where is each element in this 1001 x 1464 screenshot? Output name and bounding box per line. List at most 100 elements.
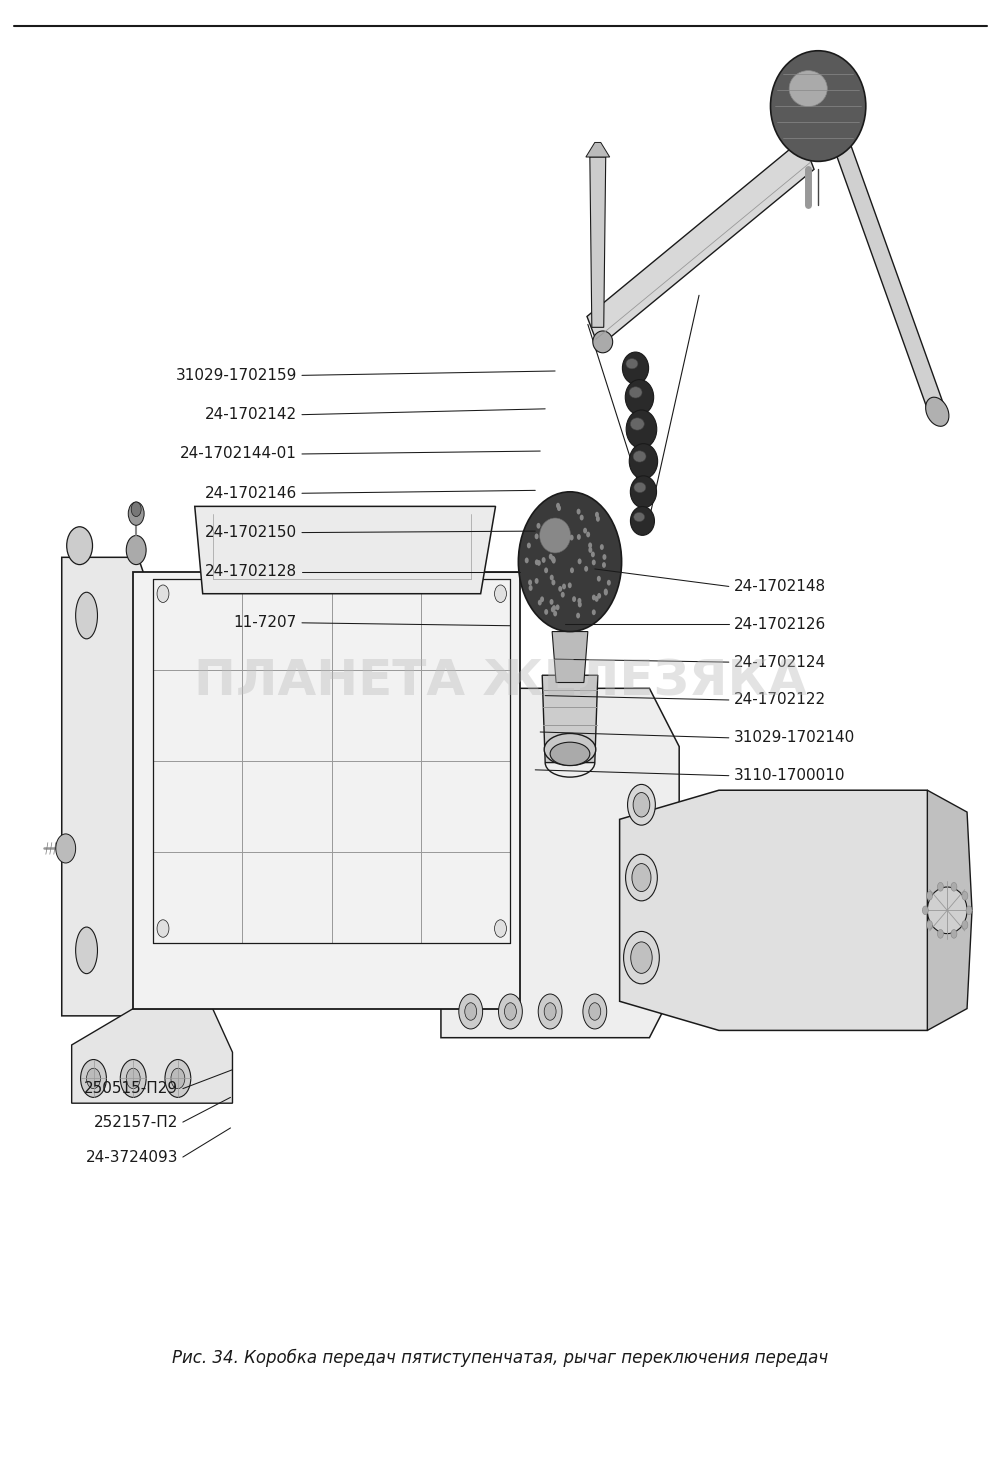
Circle shape: [550, 575, 554, 580]
Circle shape: [565, 526, 569, 531]
Circle shape: [527, 543, 531, 549]
Circle shape: [545, 568, 549, 574]
Ellipse shape: [634, 482, 646, 492]
Circle shape: [541, 596, 545, 602]
Circle shape: [552, 556, 556, 562]
Circle shape: [126, 536, 146, 565]
Ellipse shape: [540, 518, 571, 553]
Ellipse shape: [626, 359, 638, 369]
Circle shape: [505, 1003, 517, 1020]
Circle shape: [597, 575, 601, 581]
Ellipse shape: [633, 451, 646, 463]
Text: 252157-П2: 252157-П2: [93, 1114, 178, 1130]
Circle shape: [570, 568, 574, 574]
Text: 24-3724093: 24-3724093: [85, 1149, 178, 1164]
Circle shape: [525, 558, 529, 564]
Text: 24-1702126: 24-1702126: [734, 616, 826, 632]
Circle shape: [927, 921, 933, 930]
Circle shape: [128, 502, 144, 526]
Circle shape: [938, 930, 943, 938]
Ellipse shape: [634, 512, 645, 521]
Circle shape: [552, 605, 556, 610]
Circle shape: [538, 600, 542, 606]
Circle shape: [633, 792, 650, 817]
Circle shape: [86, 1069, 100, 1089]
Text: 24-1702122: 24-1702122: [734, 692, 826, 707]
Circle shape: [131, 502, 141, 517]
Circle shape: [556, 502, 560, 508]
Text: 3110-1700010: 3110-1700010: [734, 769, 845, 783]
Circle shape: [562, 584, 566, 590]
Ellipse shape: [631, 507, 655, 536]
Circle shape: [938, 883, 943, 892]
Circle shape: [552, 558, 556, 564]
Circle shape: [628, 785, 656, 826]
Circle shape: [537, 523, 541, 529]
Polygon shape: [620, 791, 967, 1031]
Circle shape: [589, 548, 593, 553]
Circle shape: [458, 994, 482, 1029]
Ellipse shape: [631, 476, 657, 508]
Circle shape: [631, 941, 653, 974]
Ellipse shape: [630, 386, 642, 398]
Circle shape: [550, 599, 554, 605]
Circle shape: [120, 1060, 146, 1098]
Circle shape: [557, 505, 561, 511]
Polygon shape: [826, 116, 944, 417]
Circle shape: [578, 597, 582, 603]
Circle shape: [535, 533, 539, 539]
Circle shape: [962, 921, 968, 930]
Circle shape: [592, 594, 596, 600]
Ellipse shape: [76, 927, 97, 974]
Text: ПЛАНЕТА ЖЕЛЕЗЯКА: ПЛАНЕТА ЖЕЛЕЗЯКА: [194, 657, 807, 706]
Text: 24-1702150: 24-1702150: [205, 526, 297, 540]
Polygon shape: [133, 572, 521, 1009]
Text: 24-1702124: 24-1702124: [734, 654, 826, 669]
Text: 24-1702148: 24-1702148: [734, 578, 826, 594]
Circle shape: [464, 1003, 476, 1020]
Circle shape: [539, 994, 562, 1029]
Text: Рис. 34. Коробка передач пятиступенчатая, рычаг переключения передач: Рис. 34. Коробка передач пятиступенчатая…: [172, 1348, 829, 1367]
Circle shape: [547, 539, 551, 545]
Text: 24-1702144-01: 24-1702144-01: [180, 447, 297, 461]
Circle shape: [529, 586, 533, 591]
Circle shape: [559, 586, 563, 591]
Circle shape: [171, 1069, 185, 1089]
Ellipse shape: [926, 397, 949, 426]
Circle shape: [561, 529, 565, 534]
Circle shape: [596, 515, 600, 521]
Polygon shape: [195, 507, 495, 594]
Circle shape: [545, 531, 549, 537]
Text: 31029-1702159: 31029-1702159: [175, 367, 297, 384]
Circle shape: [580, 515, 584, 521]
Circle shape: [545, 609, 549, 615]
Circle shape: [554, 610, 558, 616]
Circle shape: [577, 508, 581, 514]
Circle shape: [570, 534, 574, 540]
Circle shape: [67, 527, 92, 565]
Text: 11-7207: 11-7207: [234, 615, 297, 631]
Circle shape: [589, 543, 593, 548]
Circle shape: [537, 561, 541, 567]
Circle shape: [966, 906, 972, 915]
Circle shape: [549, 553, 553, 559]
Ellipse shape: [551, 742, 590, 766]
Circle shape: [494, 919, 507, 937]
Circle shape: [592, 559, 596, 565]
Circle shape: [157, 586, 169, 603]
Polygon shape: [553, 631, 588, 682]
Circle shape: [951, 883, 957, 892]
Circle shape: [561, 591, 565, 597]
Ellipse shape: [76, 593, 97, 638]
Circle shape: [602, 562, 606, 568]
Circle shape: [535, 578, 539, 584]
Ellipse shape: [789, 70, 827, 107]
Circle shape: [584, 527, 587, 533]
Polygon shape: [543, 675, 598, 763]
Text: 31029-1702140: 31029-1702140: [734, 731, 855, 745]
Circle shape: [607, 580, 611, 586]
Circle shape: [573, 596, 576, 602]
Circle shape: [577, 612, 581, 618]
Ellipse shape: [519, 492, 622, 631]
Circle shape: [535, 559, 539, 565]
